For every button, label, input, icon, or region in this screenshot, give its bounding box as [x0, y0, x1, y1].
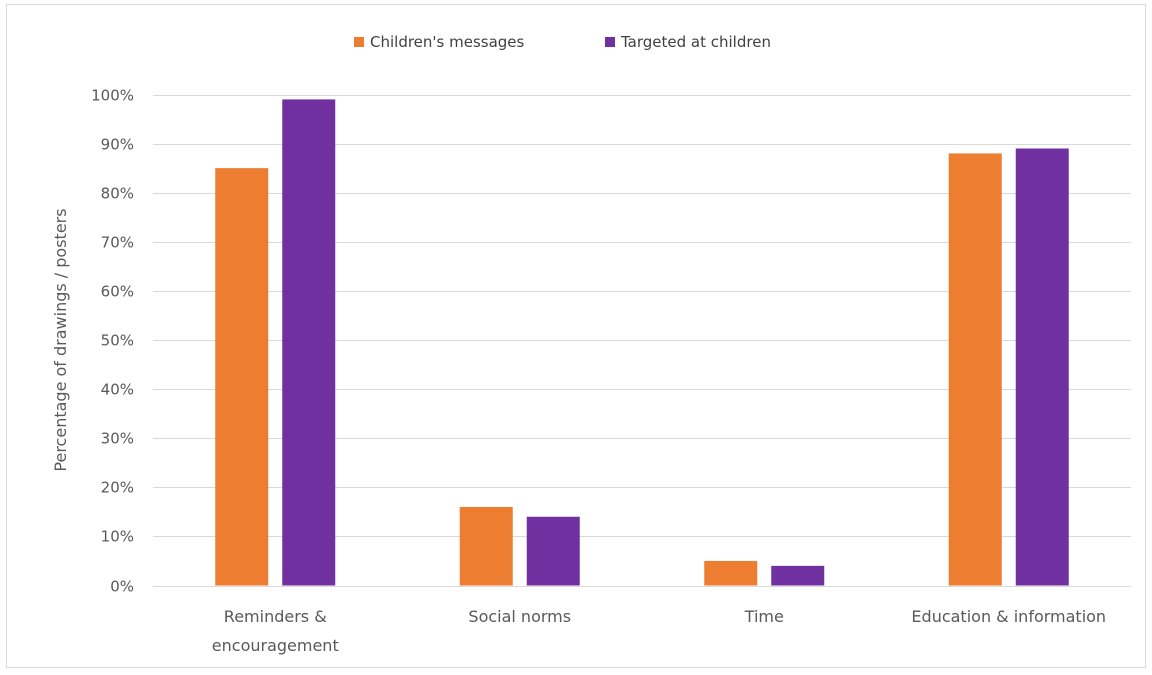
y-axis-ticks: 0% 10% 20% 30% 40% 50% 60% 70% 80% 90% 100% [91, 87, 134, 596]
bar [1015, 148, 1069, 586]
y-tick-label: 80% [101, 185, 134, 203]
x-category-label: Reminders & encouragement [212, 607, 339, 655]
legend-swatch [605, 37, 615, 47]
y-tick-label: 10% [101, 528, 134, 546]
legend-label: Targeted at children [620, 33, 771, 51]
bar [459, 506, 513, 586]
y-tick-label: 40% [101, 381, 134, 399]
bar [526, 516, 580, 586]
bar [771, 565, 825, 586]
legend-swatch [354, 37, 364, 47]
y-tick-label: 30% [101, 430, 134, 448]
bar [948, 153, 1002, 586]
y-tick-label: 90% [101, 136, 134, 154]
y-tick-label: 60% [101, 283, 134, 301]
legend: Children's messages Targeted at children [354, 33, 771, 51]
bar [704, 560, 758, 586]
x-category-label: Education & information [911, 607, 1106, 626]
y-tick-label: 20% [101, 479, 134, 497]
y-axis-title: Percentage of drawings / posters [51, 208, 70, 471]
x-category-label: Social norms [468, 607, 571, 626]
bar [282, 99, 336, 586]
y-tick-label: 50% [101, 332, 134, 350]
y-tick-label: 70% [101, 234, 134, 252]
legend-label: Children's messages [370, 33, 525, 51]
x-category-label: Time [744, 607, 784, 626]
y-tick-label: 100% [91, 87, 134, 105]
bar [215, 168, 269, 586]
bars [215, 99, 1069, 586]
x-axis-labels: Reminders & encouragement Social norms Time… [212, 607, 1106, 655]
y-tick-label: 0% [110, 578, 134, 596]
